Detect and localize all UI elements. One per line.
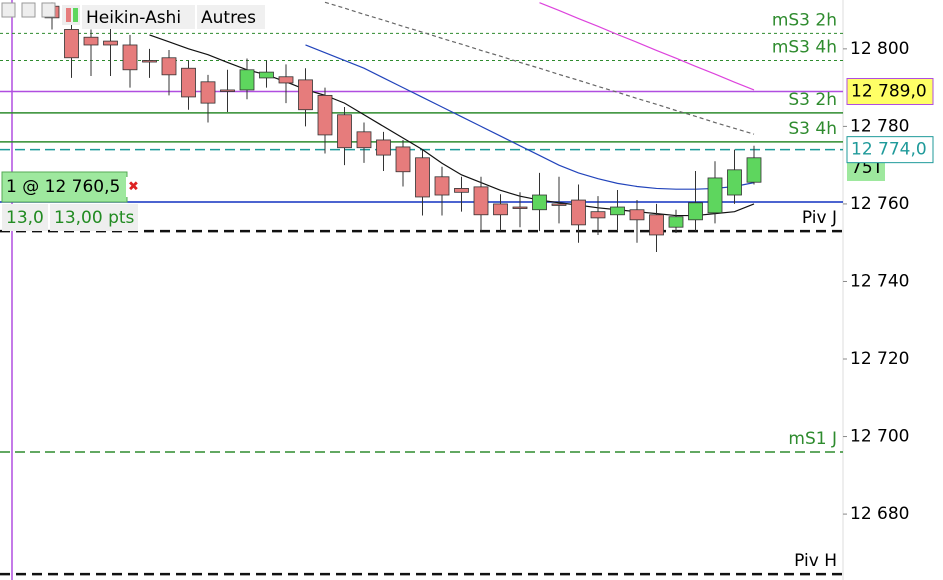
candle-body bbox=[649, 214, 664, 236]
style-icon bbox=[66, 8, 71, 22]
y-tick-label: 12 760 bbox=[850, 194, 909, 214]
close-button[interactable] bbox=[126, 177, 142, 197]
y-tick-label: 12 700 bbox=[850, 427, 909, 447]
candle-body bbox=[220, 89, 235, 92]
candle-body bbox=[473, 186, 489, 216]
tool-icon[interactable] bbox=[41, 2, 56, 18]
candle-body bbox=[532, 194, 547, 211]
candle-body bbox=[161, 57, 177, 76]
menu-label[interactable]: Autres bbox=[201, 8, 256, 28]
price-label-bg bbox=[846, 77, 934, 105]
style-icon bbox=[73, 8, 78, 22]
candle-body bbox=[493, 203, 508, 216]
candle-body bbox=[727, 169, 742, 196]
position-label: 1 @ 12 760,5 bbox=[6, 177, 120, 197]
candle-body bbox=[298, 79, 313, 111]
candle-body bbox=[395, 146, 411, 173]
price-label-bg bbox=[846, 136, 934, 164]
candle-body bbox=[688, 202, 703, 221]
level-label: mS3 4h bbox=[772, 37, 837, 57]
y-tick-label: 12 800 bbox=[850, 39, 909, 59]
y-tick-label: 12 720 bbox=[850, 349, 909, 369]
indicator-line bbox=[305, 44, 755, 190]
candle-body bbox=[434, 176, 450, 196]
price-label: 12 789,0 bbox=[851, 81, 927, 101]
candle-body bbox=[83, 36, 99, 46]
tool-icon[interactable] bbox=[21, 2, 36, 18]
indicator-line bbox=[324, 1, 755, 135]
candle-body bbox=[142, 60, 157, 63]
position-box: 1 @ 12 760,5 ✖ 13,0 13,00 pts bbox=[1, 171, 142, 231]
level-label: Piv J bbox=[802, 208, 837, 228]
candle-body bbox=[376, 139, 391, 156]
indicator-line bbox=[539, 2, 755, 91]
level-label: S3 2h bbox=[788, 90, 837, 110]
candle-body bbox=[239, 69, 255, 91]
position-points: 13,00 pts bbox=[54, 208, 135, 228]
candle-body bbox=[668, 216, 684, 228]
level-label: Piv H bbox=[794, 551, 837, 571]
y-tick-label: 12 780 bbox=[850, 116, 909, 136]
candle-body bbox=[590, 211, 606, 219]
level-label: S3 4h bbox=[788, 119, 837, 139]
qty-bg bbox=[2, 204, 48, 231]
position-bg bbox=[1, 171, 128, 203]
points-bg bbox=[50, 204, 138, 231]
candle-body bbox=[337, 114, 352, 149]
style-label[interactable]: Heikin-Ashi bbox=[86, 8, 181, 28]
candle-body bbox=[317, 94, 333, 136]
menu-button[interactable] bbox=[197, 5, 265, 29]
level-label: mS3 2h bbox=[772, 10, 837, 30]
candle-body bbox=[512, 206, 528, 209]
y-tick-label: 12 680 bbox=[850, 504, 909, 524]
plot: mS3 2h mS3 4h S3 2h S3 4h Piv J mS1 J Piv H bbox=[0, 1, 847, 576]
candle-body bbox=[571, 199, 586, 226]
candle-body bbox=[200, 81, 216, 104]
candle-body bbox=[103, 40, 118, 46]
close-icon[interactable]: ✖ bbox=[128, 180, 139, 195]
candle-body bbox=[278, 76, 294, 84]
candle-body bbox=[64, 29, 79, 59]
level-label: mS1 J bbox=[788, 429, 837, 449]
candle-body bbox=[746, 157, 762, 183]
candle-body bbox=[415, 157, 430, 198]
position-qty: 13,0 bbox=[6, 208, 44, 228]
candle-body bbox=[707, 177, 723, 214]
candle-body bbox=[610, 206, 625, 216]
candle-body bbox=[122, 44, 138, 71]
candle-body bbox=[454, 188, 469, 193]
y-tick-label: 12 740 bbox=[850, 271, 909, 291]
candle-body bbox=[551, 203, 567, 206]
tool-icon[interactable] bbox=[1, 2, 16, 18]
candle-body bbox=[259, 71, 274, 79]
candle-body bbox=[629, 209, 645, 221]
style-button[interactable] bbox=[82, 5, 195, 29]
candle-body bbox=[356, 131, 372, 149]
candle-body bbox=[181, 67, 196, 98]
toolbar: Heikin-Ashi Autres bbox=[1, 2, 265, 29]
price-label: 12 774,0 bbox=[851, 140, 927, 160]
